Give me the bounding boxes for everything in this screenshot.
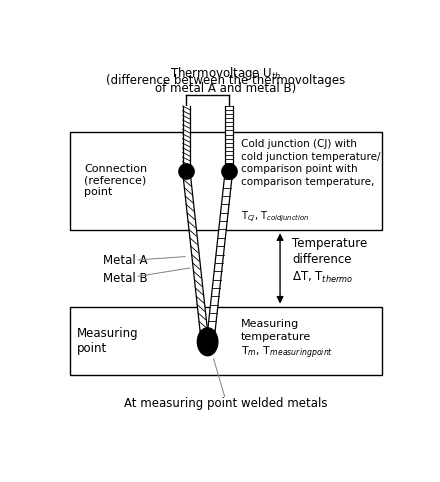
Text: of metal A and metal B): of metal A and metal B) (155, 82, 296, 95)
Polygon shape (207, 171, 233, 338)
Text: Thermovoltage U$_{th}$: Thermovoltage U$_{th}$ (170, 65, 281, 82)
Bar (70, 307, 382, 375)
Text: T$_{CJ}$, T$_{cold junction}$: T$_{CJ}$, T$_{cold junction}$ (241, 210, 309, 225)
Ellipse shape (198, 328, 218, 356)
Text: Measuring
temperature
T$_{m}$, T$_{measuring point}$: Measuring temperature T$_{m}$, T$_{measu… (241, 320, 333, 362)
Text: Temperature
difference
ΔT, T$_{thermo}$: Temperature difference ΔT, T$_{thermo}$ (292, 237, 367, 285)
Text: Metal B: Metal B (103, 272, 147, 285)
Text: (difference between the thermovoltages: (difference between the thermovoltages (106, 74, 345, 87)
Polygon shape (183, 171, 209, 338)
Text: Cold junction (CJ) with
cold junction temperature/
comparison point with
compari: Cold junction (CJ) with cold junction te… (241, 139, 380, 187)
Text: Metal A: Metal A (103, 254, 147, 267)
Text: Connection
(reference)
point: Connection (reference) point (84, 164, 147, 197)
Polygon shape (225, 106, 233, 171)
Polygon shape (183, 106, 190, 171)
Bar (70, 132, 382, 230)
Text: At measuring point welded metals: At measuring point welded metals (124, 397, 327, 410)
Text: Measuring
point: Measuring point (77, 327, 139, 355)
